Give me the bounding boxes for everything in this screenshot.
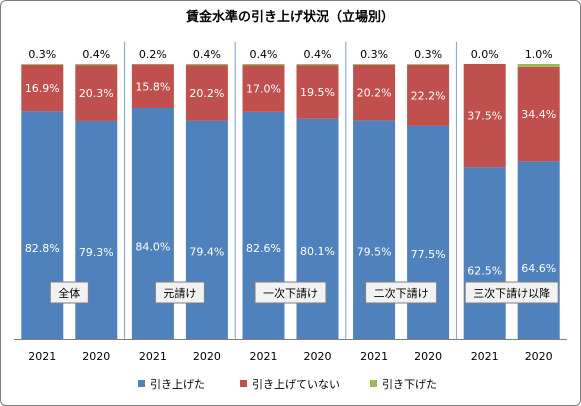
group-label: 元請け <box>163 286 196 300</box>
legend-label-raised: 引き上げた <box>150 377 205 391</box>
data-label-lowered: 1.0% <box>525 48 553 61</box>
bar-segment-lowered <box>75 64 118 66</box>
data-label-raised: 62.5% <box>467 264 502 277</box>
bar-segment-lowered <box>131 64 174 65</box>
bar-segment-raised <box>131 108 174 339</box>
bar-segment-raised <box>75 120 118 339</box>
data-label-lowered: 0.3% <box>360 48 388 61</box>
data-label-raised: 79.4% <box>189 246 224 259</box>
group-label-box <box>464 281 559 304</box>
data-label-not-raised: 34.4% <box>521 108 556 121</box>
group-label: 三次下請け以降 <box>473 286 550 300</box>
x-tick-label: 2020 <box>304 350 332 363</box>
bar-segment-raised <box>353 120 396 339</box>
bar-segment-lowered <box>296 64 339 66</box>
x-tick-label: 2021 <box>28 350 56 363</box>
legend-label-not-raised: 引き上げていない <box>252 377 340 391</box>
x-tick-label: 2021 <box>471 350 499 363</box>
chart-title: 賃金水準の引き上げ状況（立場別） <box>185 9 394 25</box>
legend-label-lowered: 引き下げた <box>382 377 437 391</box>
group-label: 二次下請け <box>374 286 429 300</box>
group-label-box <box>254 281 327 304</box>
x-tick-label: 2020 <box>414 350 442 363</box>
data-label-lowered: 0.3% <box>414 48 442 61</box>
bar-segment-lowered <box>517 64 560 67</box>
bar-segment-not-raised <box>296 65 339 119</box>
data-label-not-raised: 37.5% <box>467 110 502 123</box>
x-tick-label: 2021 <box>139 350 167 363</box>
data-label-not-raised: 20.2% <box>357 87 392 100</box>
bar-segment-not-raised <box>242 65 285 112</box>
bar-segment-lowered <box>353 64 396 65</box>
data-label-raised: 80.1% <box>300 245 335 258</box>
bar-segment-not-raised <box>407 64 450 126</box>
group-label-box <box>49 281 89 304</box>
x-tick-label: 2020 <box>525 350 553 363</box>
legend-swatch-lowered <box>370 380 377 387</box>
bar-segment-not-raised <box>353 64 396 121</box>
legend-swatch-not-raised <box>240 380 247 387</box>
data-label-not-raised: 20.2% <box>189 87 224 100</box>
data-label-raised: 79.5% <box>357 246 392 259</box>
data-label-lowered: 0.4% <box>193 48 221 61</box>
bar-segment-not-raised <box>517 66 560 162</box>
data-label-raised: 82.6% <box>246 242 281 255</box>
bar-segment-raised <box>185 120 228 340</box>
bar-segment-not-raised <box>21 64 64 112</box>
bar-segment-raised <box>407 125 450 339</box>
data-label-raised: 82.8% <box>25 242 60 255</box>
group-label-box <box>154 281 205 304</box>
x-tick-label: 2020 <box>193 350 221 363</box>
data-label-lowered: 0.4% <box>82 48 110 61</box>
data-label-lowered: 0.4% <box>250 48 278 61</box>
x-tick-label: 2021 <box>250 350 278 363</box>
bar-segment-lowered <box>185 64 228 66</box>
x-tick-label: 2021 <box>360 350 388 363</box>
x-tick-label: 2020 <box>82 350 110 363</box>
bar-segment-not-raised <box>463 64 506 168</box>
plot-area: 82.8% 16.9% 0.3% 2021 79.3% 20.3% 0.4% 2020 全体 84… <box>14 42 567 363</box>
data-label-not-raised: 22.2% <box>411 89 446 102</box>
bar-segment-raised <box>517 161 560 339</box>
data-label-lowered: 0.3% <box>28 48 56 61</box>
bar-segment-lowered <box>407 64 450 65</box>
bar-segment-raised <box>21 111 64 339</box>
data-label-raised: 84.0% <box>135 241 170 254</box>
data-label-not-raised: 20.3% <box>79 87 114 100</box>
data-label-lowered: 0.2% <box>139 48 167 61</box>
bar-segment-raised <box>296 118 339 339</box>
bar-segment-not-raised <box>75 65 118 121</box>
group-label: 一次下請け <box>263 286 318 300</box>
bar-segment-raised <box>242 111 285 339</box>
data-label-raised: 64.6% <box>521 262 556 275</box>
data-label-not-raised: 17.0% <box>246 82 281 95</box>
bar-segment-lowered <box>21 64 64 65</box>
data-label-not-raised: 16.9% <box>25 82 60 95</box>
bar-segment-lowered <box>242 64 285 66</box>
group-label-box <box>365 281 438 304</box>
legend-swatch-raised <box>138 380 145 387</box>
legend: 引き上げた 引き上げていない 引き下げた <box>138 377 437 391</box>
data-label-lowered: 0.4% <box>304 48 332 61</box>
data-label-raised: 77.5% <box>411 248 446 261</box>
data-label-raised: 79.3% <box>79 246 114 259</box>
bar-segment-not-raised <box>131 64 174 108</box>
bar-segment-raised <box>463 167 506 339</box>
bar-segment-not-raised <box>185 65 228 121</box>
data-label-lowered: 0.0% <box>471 48 499 61</box>
data-label-not-raised: 15.8% <box>135 80 170 93</box>
group-label: 全体 <box>58 286 80 300</box>
data-label-not-raised: 19.5% <box>300 86 335 99</box>
